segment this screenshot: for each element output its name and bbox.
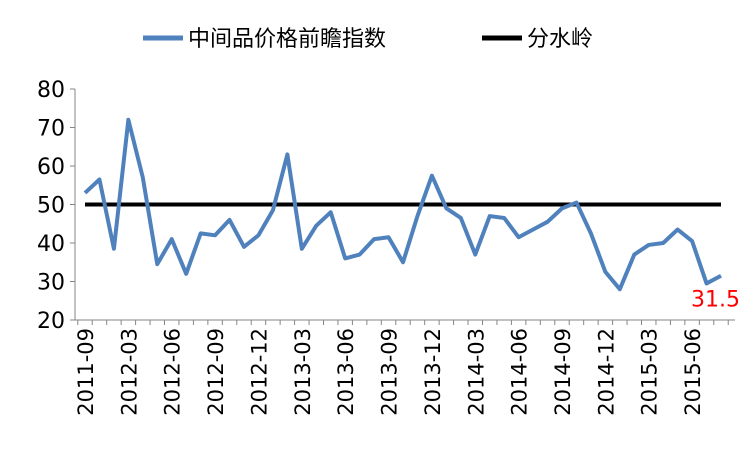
y-tick-label: 20 bbox=[37, 309, 65, 334]
x-tick-label: 2012-06 bbox=[161, 328, 185, 416]
x-tick-label: 2015-06 bbox=[681, 328, 705, 416]
y-tick-label: 60 bbox=[37, 155, 65, 180]
legend-label: 中间品价格前瞻指数 bbox=[188, 27, 386, 52]
legend-label: 分水岭 bbox=[527, 27, 593, 52]
y-tick-label: 40 bbox=[37, 232, 65, 257]
y-tick-label: 80 bbox=[37, 78, 65, 103]
x-tick-label: 2012-12 bbox=[247, 328, 271, 416]
x-tick-label: 2012-03 bbox=[117, 328, 141, 416]
x-tick-label: 2011-09 bbox=[74, 328, 98, 416]
y-tick-label: 70 bbox=[37, 117, 65, 142]
data-label: 31.5 bbox=[691, 288, 740, 313]
x-tick-label: 2014-03 bbox=[464, 328, 488, 416]
y-tick-label: 50 bbox=[37, 194, 65, 219]
x-tick-label: 2014-09 bbox=[551, 328, 575, 416]
x-tick-label: 2013-12 bbox=[421, 328, 445, 416]
x-tick-label: 2013-03 bbox=[291, 328, 315, 416]
x-tick-label: 2015-03 bbox=[638, 328, 662, 416]
x-tick-label: 2013-06 bbox=[334, 328, 358, 416]
x-tick-label: 2012-09 bbox=[204, 328, 228, 416]
y-tick-label: 30 bbox=[37, 271, 65, 296]
x-tick-label: 2013-09 bbox=[378, 328, 402, 416]
x-tick-label: 2014-06 bbox=[508, 328, 532, 416]
series-line bbox=[83, 117, 722, 292]
x-tick-label: 2014-12 bbox=[594, 328, 618, 416]
